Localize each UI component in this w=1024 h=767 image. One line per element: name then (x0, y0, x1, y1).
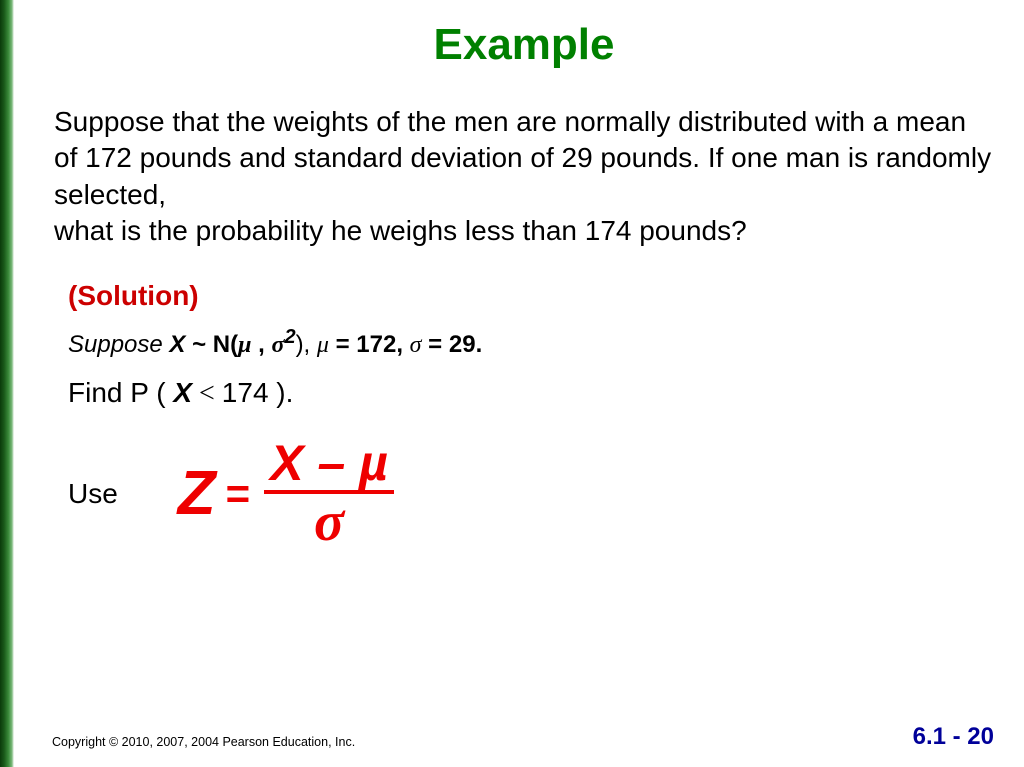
less-than-icon: < (192, 378, 222, 409)
find-prefix: Find P ( (68, 377, 173, 408)
formula-denominator: σ (314, 494, 344, 550)
sigma-icon: σ (272, 332, 285, 358)
z-formula: Z = X – µ σ (178, 438, 394, 550)
mu-icon: μ (238, 332, 251, 358)
use-label: Use (68, 478, 118, 510)
formula-numerator: X – µ (264, 438, 394, 490)
distribution-line: Suppose X ~ N(μ , σ2), μ = 172, σ = 29. (68, 326, 994, 359)
problem-statement: Suppose that the weights of the men are … (54, 104, 994, 250)
use-row: Use Z = X – µ σ (68, 438, 994, 550)
dist-x: X (169, 331, 185, 358)
find-x: X (173, 377, 192, 408)
dist-eq1: = 172, (329, 331, 410, 358)
formula-fraction: X – µ σ (264, 438, 394, 550)
formula-equals: = (226, 470, 251, 518)
page-number: 6.1 - 20 (913, 723, 994, 751)
slide-content: Example Suppose that the weights of the … (14, 0, 1024, 767)
problem-line1: Suppose that the weights of the men are … (54, 106, 991, 210)
dist-comma: , (251, 331, 271, 358)
sigma-icon: σ (410, 332, 422, 358)
dist-eq2: = 29. (422, 331, 483, 358)
problem-line2: what is the probability he weighs less t… (54, 215, 747, 246)
dist-prefix: Suppose (68, 331, 169, 358)
find-val: 174 ). (222, 377, 294, 408)
formula-z: Z (178, 458, 216, 529)
mu-icon: μ (317, 332, 329, 358)
dist-sq: 2 (284, 326, 295, 348)
find-line: Find P ( X < 174 ). (68, 377, 994, 410)
solution-label: (Solution) (68, 280, 994, 312)
dist-tilde: ~ N( (185, 331, 238, 358)
copyright-text: Copyright © 2010, 2007, 2004 Pearson Edu… (52, 735, 355, 749)
dist-close: ), (296, 331, 317, 358)
slide-title: Example (54, 20, 994, 70)
gradient-sidebar (0, 0, 14, 767)
